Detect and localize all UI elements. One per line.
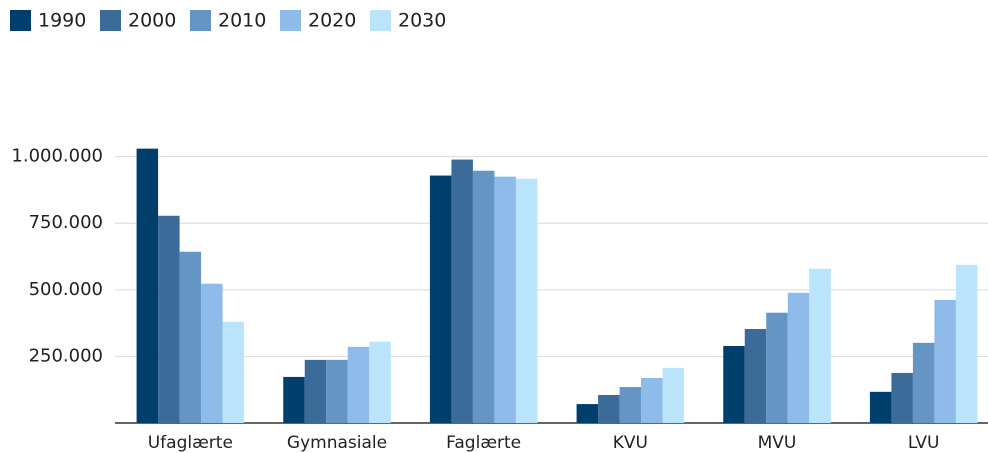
bar	[347, 346, 370, 423]
legend-swatch	[190, 10, 211, 31]
bar	[912, 342, 935, 423]
legend-label: 2020	[308, 10, 356, 32]
bar	[955, 264, 978, 423]
bar	[619, 387, 642, 423]
legend-swatch	[100, 10, 121, 31]
bar	[723, 346, 745, 423]
bar	[809, 268, 831, 423]
bar	[304, 359, 327, 423]
bar	[598, 395, 620, 423]
x-tick-label: Faglærte	[446, 433, 521, 453]
legend-label: 2010	[218, 10, 266, 32]
legend-label: 2000	[128, 10, 176, 32]
bar	[136, 148, 159, 424]
bar	[429, 175, 452, 423]
bar	[158, 215, 180, 423]
bar	[494, 176, 516, 423]
legend-swatch	[10, 10, 31, 31]
bar	[934, 299, 956, 423]
bar	[641, 377, 663, 423]
legend-swatch	[280, 10, 301, 31]
x-tick-label: LVU	[908, 433, 940, 453]
legend-label: 2030	[398, 10, 446, 32]
y-tick-label: 750.000	[29, 212, 103, 233]
legend-swatch	[370, 10, 391, 31]
bar	[451, 159, 473, 424]
x-tick-label: MVU	[758, 433, 797, 453]
bar	[179, 251, 202, 423]
bar	[766, 312, 788, 423]
bar	[744, 328, 767, 423]
bar	[472, 170, 495, 423]
x-tick-label: KVU	[613, 433, 648, 453]
y-tick-label: 250.000	[29, 345, 103, 366]
legend-label: 1990	[38, 10, 86, 32]
x-tick-label: Gymnasiale	[287, 433, 387, 453]
bar	[576, 404, 599, 423]
bar	[369, 341, 391, 423]
bar	[891, 372, 913, 423]
bar	[787, 292, 810, 423]
bar	[222, 321, 245, 423]
bar	[869, 391, 892, 423]
bar	[326, 359, 348, 423]
bar	[201, 283, 223, 423]
y-tick-label: 1.000.000	[11, 146, 103, 167]
bar	[662, 367, 685, 423]
x-tick-label: Ufaglærte	[148, 433, 233, 453]
bar	[283, 376, 305, 423]
y-tick-label: 500.000	[29, 279, 103, 300]
bar	[515, 178, 538, 423]
